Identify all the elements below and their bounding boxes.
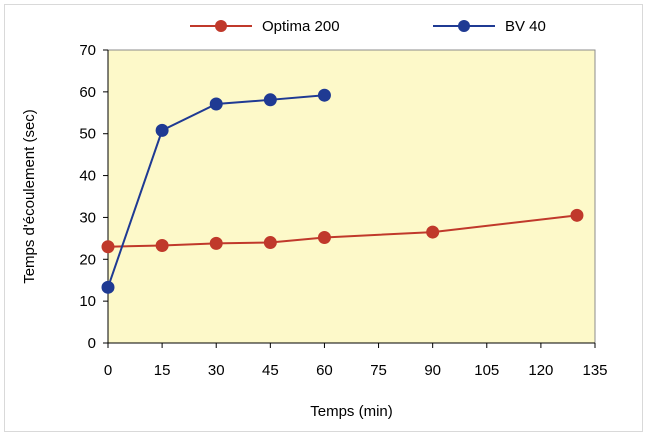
legend-label-1: BV 40 (505, 18, 546, 35)
x-tick-label: 15 (154, 362, 171, 379)
y-tick-label: 20 (79, 251, 96, 268)
series-1-point (101, 280, 115, 294)
x-tick-label: 75 (370, 362, 387, 379)
series-0-point (426, 225, 440, 239)
legend-marker-1 (458, 20, 470, 32)
legend: Optima 200 BV 40 (190, 18, 546, 35)
y-tick-label: 40 (79, 168, 96, 185)
x-axis: 0 15 30 45 60 75 90 105 120 135 (104, 342, 608, 379)
y-tick-label: 70 (79, 42, 96, 59)
x-tick-label: 0 (104, 362, 112, 379)
series-1-point (209, 97, 223, 111)
y-tick-label: 0 (88, 335, 96, 352)
series-0-point (263, 236, 277, 250)
x-tick-label: 60 (316, 362, 333, 379)
x-tick-label: 90 (424, 362, 441, 379)
series-0-point (570, 208, 584, 222)
y-tick-label: 50 (79, 126, 96, 143)
series-0-point (101, 240, 115, 254)
plot-area (107, 49, 596, 344)
x-tick-label: 120 (528, 362, 553, 379)
x-axis-title: Temps (min) (310, 403, 393, 420)
x-tick-label: 30 (208, 362, 225, 379)
x-tick-label: 135 (582, 362, 607, 379)
x-tick-label: 45 (262, 362, 279, 379)
series-1-point (155, 123, 169, 137)
x-tick-label: 105 (474, 362, 499, 379)
y-tick-label: 30 (79, 209, 96, 226)
y-tick-label: 60 (79, 84, 96, 101)
series-1-point (317, 88, 331, 102)
y-axis: 0 10 20 30 40 50 60 70 (79, 42, 109, 352)
y-tick-label: 10 (79, 293, 96, 310)
series-1-point (263, 93, 277, 107)
series-0-point (155, 238, 169, 252)
series-0-point (317, 231, 331, 245)
series-0-point (209, 236, 223, 250)
y-axis-title: Temps d'écoulement (sec) (21, 109, 38, 284)
series-layer (101, 88, 584, 294)
legend-marker-0 (215, 20, 227, 32)
legend-label-0: Optima 200 (262, 18, 340, 35)
